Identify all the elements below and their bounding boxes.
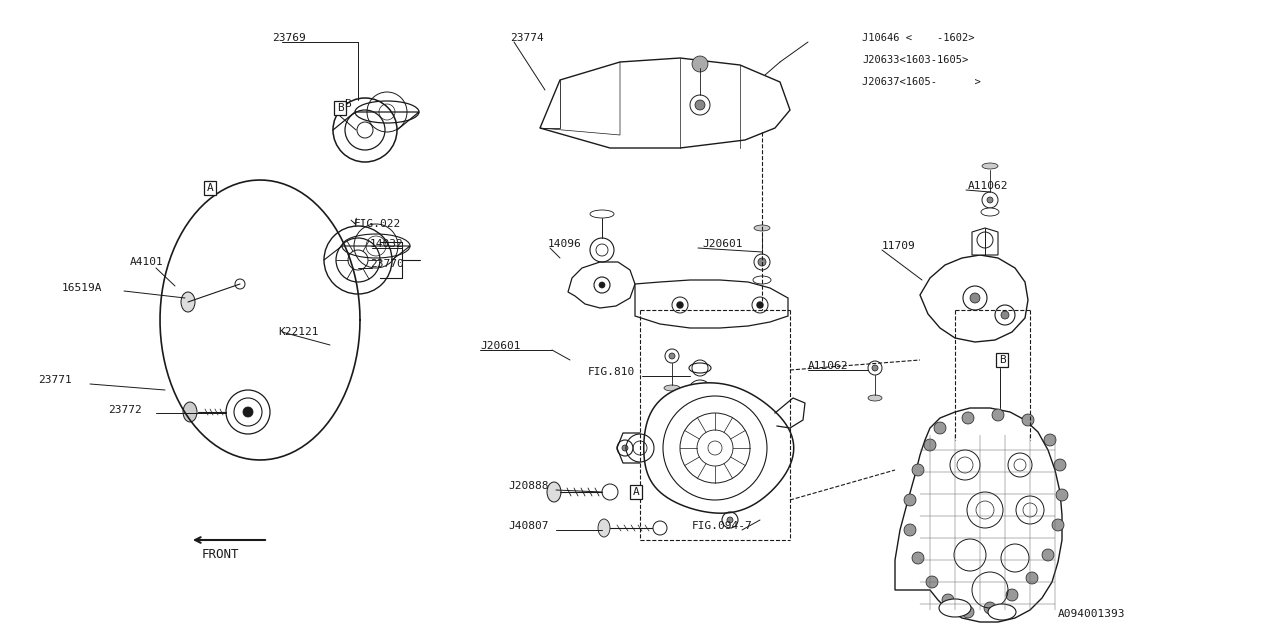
Circle shape bbox=[1001, 311, 1009, 319]
Text: K22121: K22121 bbox=[278, 327, 319, 337]
Circle shape bbox=[758, 258, 765, 266]
Text: J10646 <    -1602>: J10646 < -1602> bbox=[861, 33, 974, 43]
Circle shape bbox=[942, 594, 954, 606]
Text: J20637<1605-      >: J20637<1605- > bbox=[861, 77, 980, 87]
Ellipse shape bbox=[754, 225, 771, 231]
Circle shape bbox=[925, 576, 938, 588]
Circle shape bbox=[756, 302, 763, 308]
Text: A11062: A11062 bbox=[808, 361, 849, 371]
Circle shape bbox=[677, 302, 684, 308]
Text: J20633<1603-1605>: J20633<1603-1605> bbox=[861, 55, 968, 65]
Polygon shape bbox=[568, 262, 635, 308]
Ellipse shape bbox=[988, 604, 1016, 620]
Circle shape bbox=[1014, 459, 1027, 471]
Polygon shape bbox=[644, 383, 794, 513]
Text: B: B bbox=[344, 99, 351, 109]
Circle shape bbox=[987, 197, 993, 203]
Circle shape bbox=[934, 422, 946, 434]
Text: 16519A: 16519A bbox=[61, 283, 102, 293]
Ellipse shape bbox=[868, 395, 882, 401]
Ellipse shape bbox=[183, 402, 197, 422]
Text: J40807: J40807 bbox=[508, 521, 549, 531]
Circle shape bbox=[963, 412, 974, 424]
Text: A11062: A11062 bbox=[968, 181, 1009, 191]
Ellipse shape bbox=[598, 519, 611, 537]
Circle shape bbox=[348, 250, 369, 270]
Text: 14096: 14096 bbox=[548, 239, 581, 249]
Circle shape bbox=[911, 464, 924, 476]
Polygon shape bbox=[920, 255, 1028, 342]
Polygon shape bbox=[895, 408, 1062, 622]
Ellipse shape bbox=[547, 482, 561, 502]
Circle shape bbox=[672, 297, 689, 313]
Text: B: B bbox=[337, 103, 343, 113]
Circle shape bbox=[594, 277, 611, 293]
Polygon shape bbox=[540, 58, 790, 148]
Circle shape bbox=[957, 457, 973, 473]
Text: A4101: A4101 bbox=[131, 257, 164, 267]
Circle shape bbox=[236, 279, 244, 289]
Circle shape bbox=[692, 56, 708, 72]
Circle shape bbox=[689, 380, 712, 404]
Polygon shape bbox=[972, 228, 998, 255]
Circle shape bbox=[727, 517, 733, 523]
Text: B: B bbox=[998, 355, 1005, 365]
Text: FIG.022: FIG.022 bbox=[355, 219, 401, 229]
Circle shape bbox=[1044, 434, 1056, 446]
Ellipse shape bbox=[664, 385, 680, 391]
Circle shape bbox=[984, 602, 996, 614]
Text: FRONT: FRONT bbox=[202, 548, 239, 561]
Text: J20601: J20601 bbox=[480, 341, 521, 351]
Circle shape bbox=[695, 100, 705, 110]
Circle shape bbox=[970, 293, 980, 303]
Circle shape bbox=[1006, 589, 1018, 601]
Polygon shape bbox=[635, 280, 788, 328]
Circle shape bbox=[1052, 519, 1064, 531]
Circle shape bbox=[622, 445, 628, 451]
Circle shape bbox=[690, 95, 710, 115]
Circle shape bbox=[904, 524, 916, 536]
Text: J20601: J20601 bbox=[701, 239, 742, 249]
Circle shape bbox=[708, 441, 722, 455]
Text: 23772: 23772 bbox=[108, 405, 142, 415]
Ellipse shape bbox=[753, 276, 771, 284]
Ellipse shape bbox=[689, 363, 710, 373]
Ellipse shape bbox=[982, 163, 998, 169]
Text: 14032: 14032 bbox=[370, 239, 403, 249]
Circle shape bbox=[1056, 489, 1068, 501]
Circle shape bbox=[669, 353, 675, 359]
Text: 23771: 23771 bbox=[38, 375, 72, 385]
Text: A094001393: A094001393 bbox=[1059, 609, 1125, 619]
Text: 23769: 23769 bbox=[273, 33, 306, 43]
Text: FIG.810: FIG.810 bbox=[588, 367, 635, 377]
Circle shape bbox=[599, 282, 605, 288]
Text: A: A bbox=[632, 487, 640, 497]
Text: J20888: J20888 bbox=[508, 481, 549, 491]
Circle shape bbox=[904, 494, 916, 506]
Text: 23770: 23770 bbox=[370, 259, 403, 269]
Text: 11709: 11709 bbox=[882, 241, 915, 251]
Circle shape bbox=[992, 409, 1004, 421]
Circle shape bbox=[1042, 549, 1053, 561]
Circle shape bbox=[1027, 572, 1038, 584]
Text: A: A bbox=[206, 183, 214, 193]
Ellipse shape bbox=[180, 292, 195, 312]
Circle shape bbox=[977, 501, 995, 519]
Circle shape bbox=[1023, 503, 1037, 517]
Circle shape bbox=[1053, 459, 1066, 471]
Circle shape bbox=[872, 365, 878, 371]
Circle shape bbox=[753, 297, 768, 313]
Ellipse shape bbox=[940, 599, 972, 617]
Text: FIG.094-7: FIG.094-7 bbox=[692, 521, 753, 531]
Circle shape bbox=[695, 387, 705, 397]
Ellipse shape bbox=[980, 208, 998, 216]
Circle shape bbox=[357, 122, 372, 138]
Circle shape bbox=[911, 552, 924, 564]
Circle shape bbox=[963, 606, 974, 618]
Circle shape bbox=[924, 439, 936, 451]
Text: 23774: 23774 bbox=[509, 33, 544, 43]
Circle shape bbox=[243, 407, 253, 417]
Circle shape bbox=[1021, 414, 1034, 426]
